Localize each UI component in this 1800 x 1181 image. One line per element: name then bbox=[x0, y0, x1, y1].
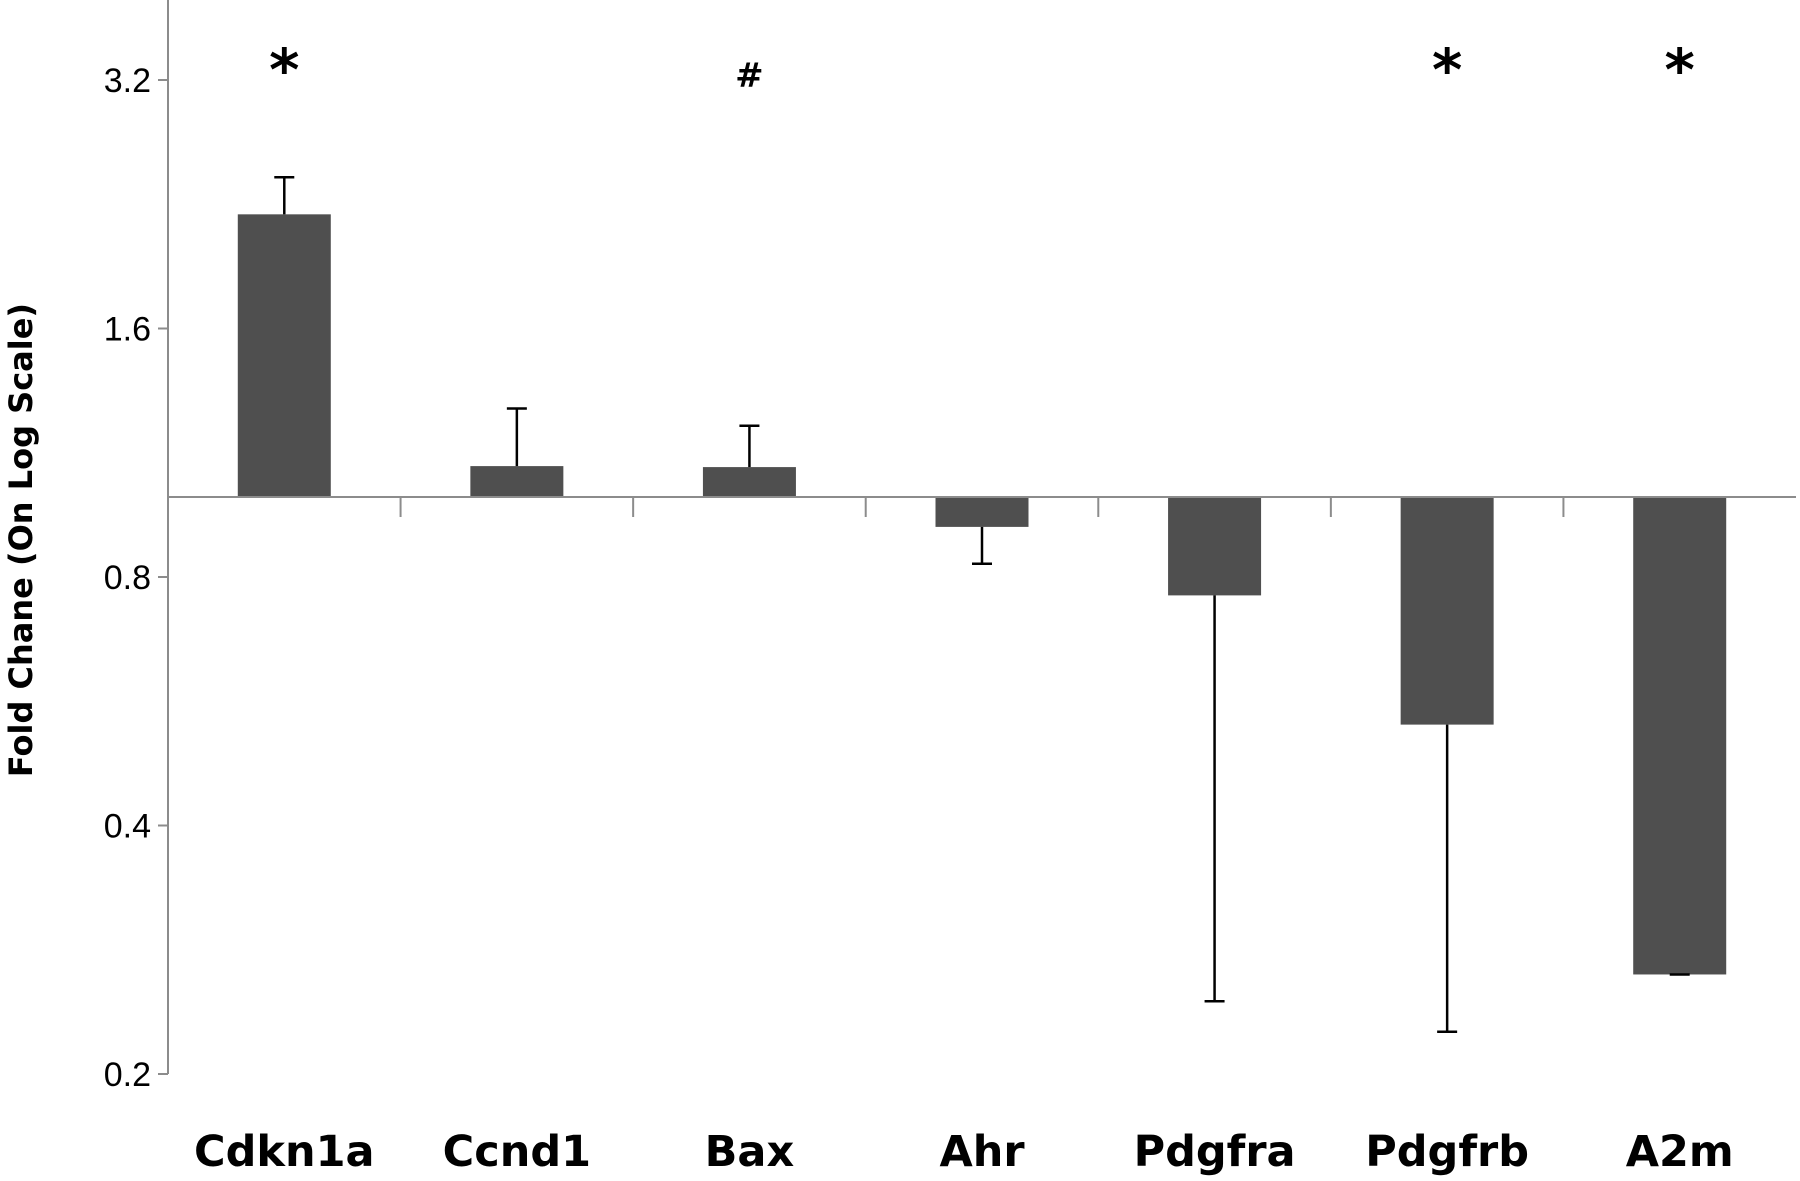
bar-a2m bbox=[1633, 497, 1727, 975]
error-bar bbox=[739, 424, 760, 468]
x-tick-label: A2m bbox=[1626, 1127, 1734, 1177]
error-bar bbox=[274, 175, 295, 215]
error-bar bbox=[1204, 595, 1225, 1003]
significance-marker: * bbox=[1432, 36, 1462, 104]
significance-marker: # bbox=[735, 56, 764, 96]
significance-marker: * bbox=[1665, 36, 1695, 104]
x-axis: Cdkn1a Ccnd1 Bax Ahr Pdgfra Pdgfrb A2m bbox=[168, 496, 1796, 1177]
bar-ccnd1 bbox=[470, 466, 564, 498]
x-tick-label: Bax bbox=[705, 1127, 795, 1177]
y-axis: 0.2 0.4 0.8 1.6 3.2 bbox=[104, 0, 169, 1094]
y-tick-label: 1.6 bbox=[104, 311, 151, 349]
significance-marker: * bbox=[269, 36, 299, 104]
significance-markers: * # * * bbox=[269, 36, 1695, 104]
y-axis-title: Fold Chane (On Log Scale) bbox=[2, 303, 40, 777]
x-tick-label: Pdgfrb bbox=[1365, 1127, 1529, 1177]
x-tick-label: Cdkn1a bbox=[194, 1127, 374, 1177]
y-tick-label: 0.8 bbox=[104, 559, 151, 597]
bar-cdkn1a bbox=[237, 214, 331, 498]
x-tick-label: Ahr bbox=[939, 1127, 1025, 1177]
bar-bax bbox=[702, 467, 796, 498]
error-bars bbox=[274, 175, 1690, 1034]
x-tick-label: Ccnd1 bbox=[443, 1127, 591, 1177]
error-bar bbox=[972, 526, 992, 566]
error-bar bbox=[506, 407, 527, 467]
y-tick-label: 0.4 bbox=[104, 808, 151, 846]
y-tick-label: 0.2 bbox=[104, 1056, 151, 1094]
bar-ahr bbox=[935, 497, 1029, 527]
error-bar bbox=[1437, 724, 1458, 1034]
bar-pdgfra bbox=[1168, 497, 1262, 596]
bars bbox=[237, 214, 1727, 975]
bar-pdgfrb bbox=[1400, 497, 1494, 725]
x-tick-label: Pdgfra bbox=[1134, 1127, 1296, 1177]
y-tick-label: 3.2 bbox=[104, 62, 151, 100]
